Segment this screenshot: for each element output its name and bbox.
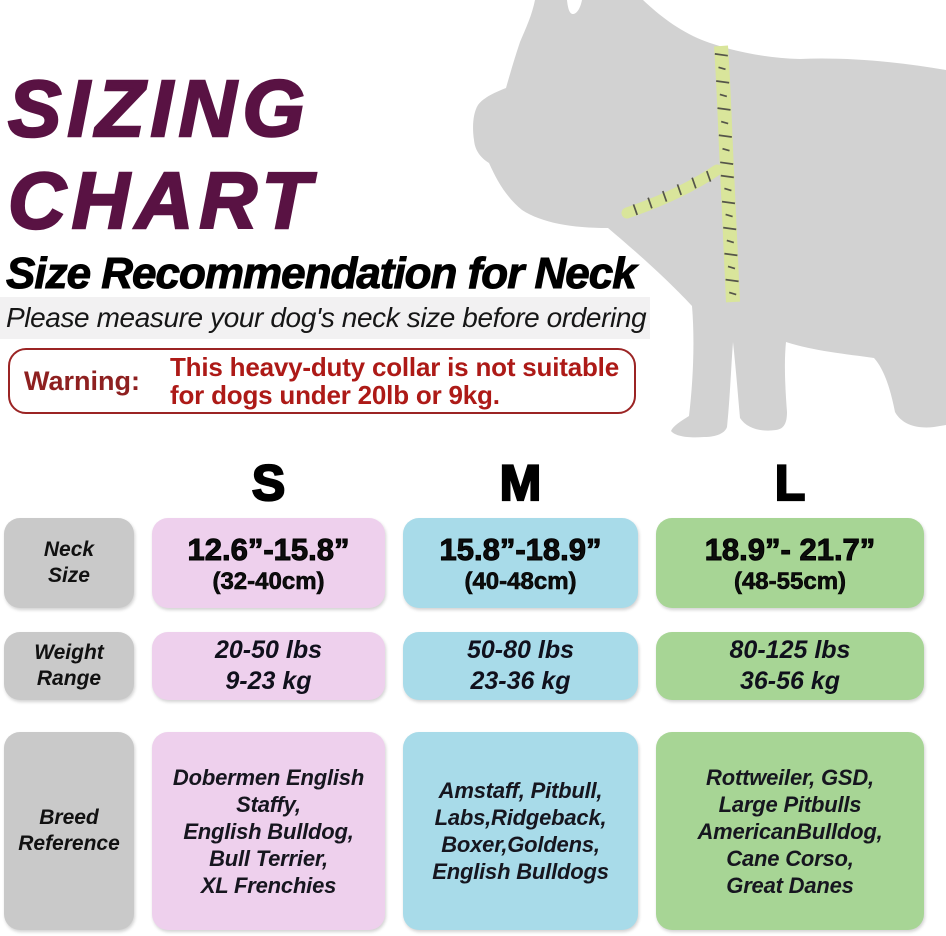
- neck-size-cell-l: 18.9”- 21.7” (48-55cm): [656, 518, 924, 608]
- page-subtitle: Size Recommendation for Neck: [6, 249, 638, 299]
- neck-size-cm-l: (48-55cm): [733, 567, 847, 595]
- size-table: S M L Neck Size 12.6”-15.8” (32-40cm) 15…: [4, 455, 924, 930]
- dog-silhouette: [473, 0, 946, 438]
- weight-lbs-s: 20-50 lbs: [214, 636, 322, 664]
- column-header-s: S: [251, 455, 287, 511]
- weight-kg-s: 9-23 kg: [225, 667, 312, 695]
- row-header-neck-size: Neck Size: [4, 518, 134, 608]
- weight-lbs-l: 80-125 lbs: [729, 636, 851, 664]
- neck-size-inches-s: 12.6”-15.8”: [187, 531, 350, 567]
- breed-list-s: Dobermen English Staffy, English Bulldog…: [172, 764, 365, 898]
- page-title: SIZING CHART: [7, 63, 317, 247]
- tagline-band: Please measure your dog's neck size befo…: [0, 297, 650, 339]
- neck-size-row: Neck Size 12.6”-15.8” (32-40cm) 15.8”-18…: [4, 518, 924, 608]
- neck-size-cell-m: 15.8”-18.9” (40-48cm): [403, 518, 638, 608]
- weight-kg-m: 23-36 kg: [470, 667, 571, 695]
- neck-size-cell-s: 12.6”-15.8” (32-40cm): [152, 518, 385, 608]
- weight-kg-l: 36-56 kg: [739, 667, 841, 695]
- breed-reference-cell-s: Dobermen English Staffy, English Bulldog…: [152, 732, 385, 930]
- neck-size-inches-m: 15.8”-18.9”: [439, 531, 602, 567]
- breed-reference-cell-l: Rottweiler, GSD, Large Pitbulls American…: [656, 732, 924, 930]
- row-header-breed-reference: Breed Reference: [4, 732, 134, 930]
- measuring-tape-ticks: [632, 53, 739, 296]
- warning-message-line1: This heavy-duty collar is not suitable: [170, 352, 619, 382]
- weight-range-row: Weight Range 20-50 lbs 9-23 kg 50-80 lbs…: [4, 632, 924, 700]
- page-title-line1: SIZING: [7, 63, 311, 155]
- column-header-l: L: [774, 455, 807, 511]
- warning-message: This heavy-duty collar is not suitable f…: [170, 353, 619, 409]
- weight-lbs-m: 50-80 lbs: [466, 636, 574, 664]
- warning-message-line2: for dogs under 20lb or 9kg.: [170, 380, 500, 410]
- neck-size-cm-s: (32-40cm): [212, 567, 325, 595]
- page-title-line2: CHART: [7, 155, 317, 247]
- size-column-headers: S M L: [4, 455, 924, 518]
- column-header-m: M: [499, 455, 543, 511]
- breed-list-l: Rottweiler, GSD, Large Pitbulls American…: [697, 764, 883, 898]
- breed-list-m: Amstaff, Pitbull, Labs,Ridgeback, Boxer,…: [432, 778, 609, 884]
- weight-range-cell-s: 20-50 lbs 9-23 kg: [152, 632, 385, 700]
- dog-silhouette-with-measuring-tape-icon: [473, 0, 946, 438]
- warning-label: Warning:: [24, 365, 140, 396]
- neck-size-inches-l: 18.9”- 21.7”: [704, 531, 876, 567]
- row-header-weight-range: Weight Range: [4, 632, 134, 700]
- tagline-text: Please measure your dog's neck size befo…: [6, 302, 647, 333]
- neck-size-cm-m: (40-48cm): [464, 567, 577, 595]
- breed-reference-cell-m: Amstaff, Pitbull, Labs,Ridgeback, Boxer,…: [403, 732, 638, 930]
- weight-range-cell-m: 50-80 lbs 23-36 kg: [403, 632, 638, 700]
- measuring-tape: [621, 45, 740, 303]
- header-spacer: [4, 456, 134, 518]
- weight-range-cell-l: 80-125 lbs 36-56 kg: [656, 632, 924, 700]
- measuring-tape-strap: [714, 45, 740, 303]
- breed-reference-row: Breed Reference Dobermen English Staffy,…: [4, 732, 924, 930]
- warning-box: Warning: This heavy-duty collar is not s…: [8, 348, 636, 414]
- measuring-tape-neck-branch: [621, 164, 723, 219]
